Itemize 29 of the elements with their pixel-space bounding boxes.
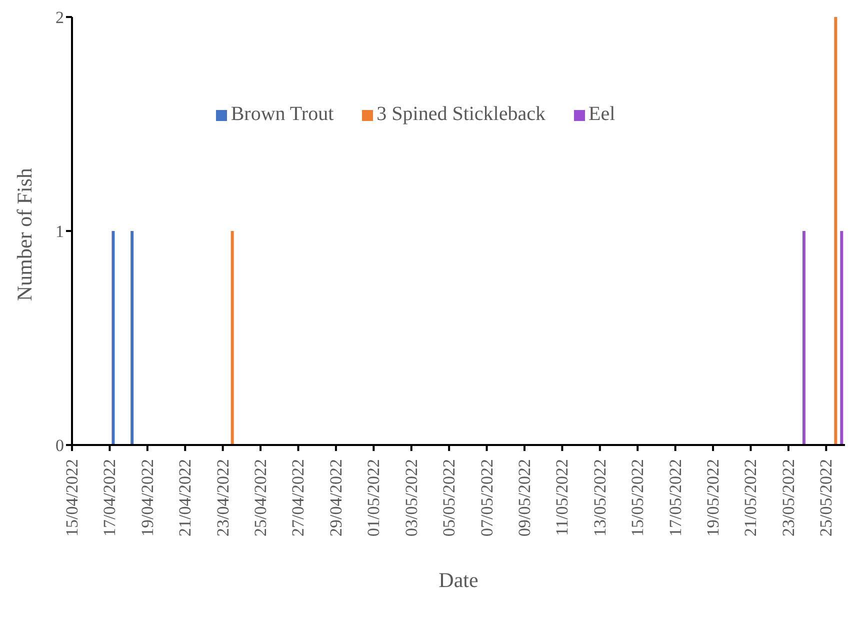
x-tick-label: 01/05/2022 (364, 459, 384, 536)
x-tick-label: 17/05/2022 (666, 459, 685, 536)
y-tick-label: 2 (56, 8, 64, 28)
x-tick-label: 09/05/2022 (514, 459, 534, 536)
x-tick-label: 23/04/2022 (213, 459, 232, 536)
y-tick-label: 0 (56, 436, 64, 456)
x-tick-label: 19/05/2022 (704, 459, 723, 536)
y-axis-title: Number of Fish (12, 168, 36, 301)
x-tick-label: 03/05/2022 (402, 459, 421, 536)
x-tick-label: 13/05/2022 (590, 459, 610, 536)
legend-label: 3 Spined Stickleback (376, 103, 546, 125)
legend-label: Eel (588, 103, 616, 125)
x-tick-label: 05/05/2022 (440, 459, 459, 536)
x-tick-label: 11/05/2022 (552, 459, 572, 536)
y-tick-label: 1 (56, 222, 64, 242)
x-tick-label: 19/04/2022 (138, 459, 157, 536)
x-tick-label: 23/05/2022 (778, 459, 798, 536)
x-tick-label: 21/05/2022 (741, 459, 760, 536)
x-tick-label: 27/04/2022 (288, 459, 308, 536)
x-tick-label: 07/05/2022 (477, 459, 496, 536)
x-tick-label: 25/05/2022 (816, 459, 836, 536)
x-axis-title: Date (438, 568, 478, 592)
x-tick-label: 25/04/2022 (251, 459, 270, 536)
x-tick-label: 17/04/2022 (100, 459, 120, 536)
x-tick-label: 15/04/2022 (62, 459, 82, 536)
x-tick-label: 15/05/2022 (628, 459, 648, 536)
x-tick-label: 29/04/2022 (326, 459, 346, 536)
legend-label: Brown Trout (230, 103, 334, 125)
x-tick-label: 21/04/2022 (176, 459, 195, 536)
